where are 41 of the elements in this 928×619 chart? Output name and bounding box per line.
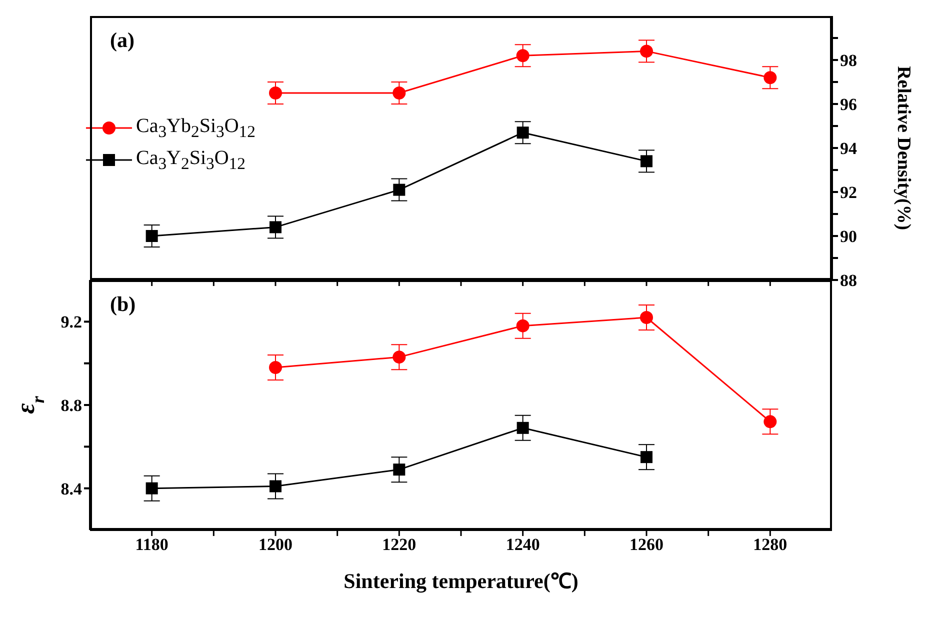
point	[764, 71, 777, 84]
point	[393, 464, 406, 476]
point	[640, 44, 653, 58]
point	[393, 184, 406, 196]
point	[764, 415, 777, 428]
point	[640, 451, 652, 464]
legend-label: Ca$_{3}$Y$_{2}$Si$_{3}$O$_{12}$	[136, 146, 246, 174]
point	[269, 361, 282, 374]
legend-label: Ca$_{3}$Yb$_{2}$Si$_{3}$O$_{12}$	[136, 114, 256, 142]
point	[270, 480, 282, 492]
point	[146, 230, 158, 242]
x-axis-title: Sintering temperature(℃)	[344, 569, 578, 593]
y2-tick-label: 96	[840, 95, 857, 114]
x-tick-label: 1240	[506, 535, 540, 554]
x-tick-label: 1280	[753, 535, 788, 554]
x-tick-label: 1260	[630, 535, 664, 554]
x-tick-label: 1220	[382, 535, 416, 554]
y2-tick-label: 98	[840, 51, 857, 70]
y2-tick-label: 94	[840, 139, 858, 158]
point	[640, 155, 652, 168]
point	[516, 422, 529, 434]
y-tick-label: 9.2	[60, 312, 82, 332]
point	[516, 319, 530, 332]
point	[392, 350, 406, 364]
y2-tick-label: 90	[840, 227, 857, 246]
point	[146, 482, 158, 494]
y2-tick-label: 92	[840, 183, 857, 202]
y2-axis-title: Relative Density(%)	[893, 66, 914, 230]
x-tick-label: 1180	[135, 535, 168, 554]
annotation: (b)	[110, 292, 136, 317]
y-tick-label: 8.4	[60, 479, 82, 498]
point	[269, 86, 282, 100]
y2-tick-label: 88	[840, 271, 857, 290]
point	[270, 221, 282, 234]
point	[392, 86, 406, 100]
annotation: (a)	[110, 28, 134, 53]
point	[640, 311, 653, 324]
point	[516, 126, 529, 139]
x-tick-label: 1200	[258, 535, 292, 554]
y-tick-label: 8.8	[60, 396, 82, 416]
point	[516, 49, 530, 62]
